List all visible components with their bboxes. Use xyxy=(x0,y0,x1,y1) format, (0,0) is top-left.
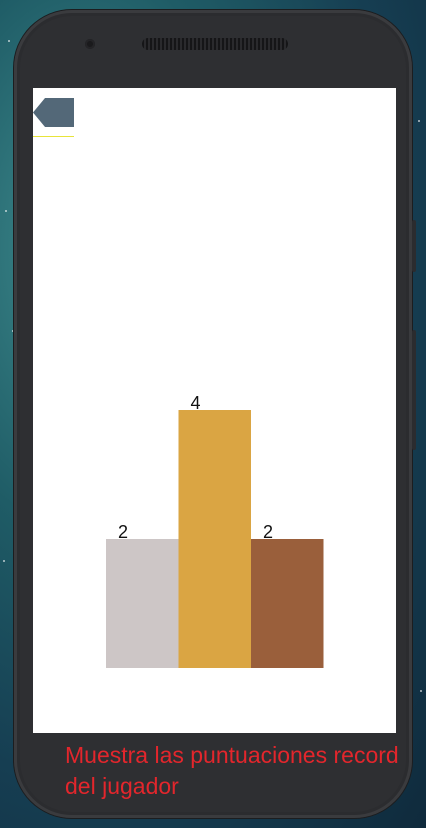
back-arrow-icon xyxy=(33,98,74,127)
back-button-underline xyxy=(33,136,74,137)
bar-3 xyxy=(251,539,324,668)
caption-text: Muestra las puntuaciones record del juga… xyxy=(65,742,399,799)
front-camera-icon xyxy=(85,39,95,49)
app-screen: 2 4 2 xyxy=(33,88,396,733)
bar-2 xyxy=(178,410,251,668)
bar-value-label-3: 2 xyxy=(263,522,273,542)
scores-bar-chart: 2 4 2 xyxy=(106,393,324,668)
volume-button xyxy=(412,220,416,272)
back-button[interactable] xyxy=(33,98,74,127)
bar-value-label-1: 2 xyxy=(118,522,128,542)
bar-1 xyxy=(106,539,179,668)
speaker-grille xyxy=(142,38,288,50)
bar-value-label-2: 4 xyxy=(191,393,201,413)
power-button xyxy=(412,330,416,450)
